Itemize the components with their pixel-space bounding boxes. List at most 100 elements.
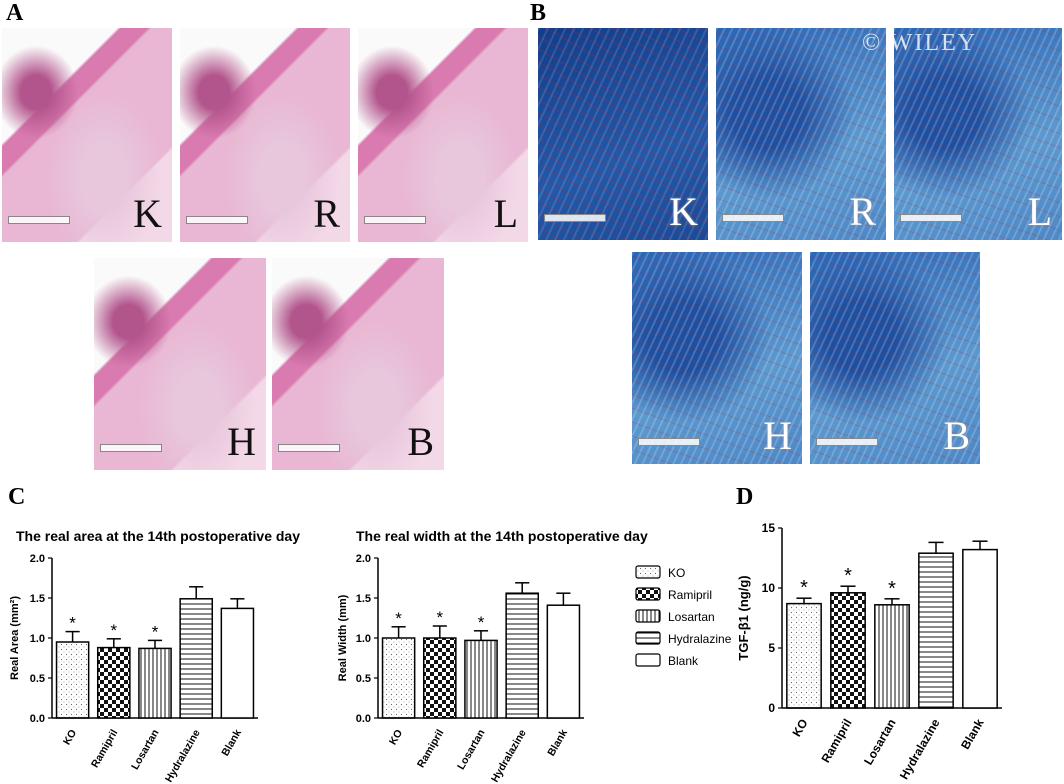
legend-label: Hydralazine (668, 632, 732, 646)
y-tick-label: 2.0 (356, 553, 371, 565)
y-tick-label: 0.0 (30, 713, 45, 725)
image-tag: B (943, 413, 970, 458)
significance-marker: * (110, 621, 117, 640)
scale-bar (544, 214, 606, 222)
y-tick-label: 15 (762, 521, 776, 535)
chart-tgf-beta1: 0 5 10 15 TGF-β1 (ng/g) * KO * Ramipril * Losartan… (736, 521, 1002, 782)
significance-marker: * (69, 614, 76, 633)
chart-title-area: The real area at the 14th postoperative … (16, 528, 300, 544)
image-tag: B (407, 419, 434, 464)
he-image-losartan: L (358, 28, 528, 242)
mt-image-blank: B (810, 252, 980, 464)
image-tag: H (763, 413, 792, 458)
panel-label-b: B (530, 0, 547, 26)
y-tick-label: 5 (768, 641, 775, 655)
x-tick-label: Blank (958, 716, 987, 752)
legend-label: Losartan (668, 610, 715, 624)
y-tick-label: 0.5 (356, 673, 371, 685)
y-tick-label: 0.0 (356, 713, 371, 725)
he-image-blank: B (272, 258, 444, 470)
bar-hydralazine (179, 598, 214, 719)
mt-image-ko: K (538, 28, 708, 240)
bar-losartan (138, 647, 172, 719)
bar-losartan (874, 604, 910, 709)
significance-marker: * (436, 608, 443, 627)
image-tag: K (669, 189, 698, 234)
x-tick-label: KO (387, 728, 405, 748)
legend-swatch (635, 653, 661, 667)
mt-image-hydralazine: H (632, 252, 802, 464)
bar-hydralazine (918, 552, 954, 709)
scale-bar (900, 214, 962, 222)
image-tag: K (133, 191, 162, 236)
legend-label: Blank (668, 654, 699, 668)
chart-real-area: 0.0 0.5 1.0 1.5 2.0 Real Area (mm²) * KO * Ramipr… (9, 553, 258, 784)
scale-bar (186, 216, 248, 224)
bar-hydralazine (505, 592, 540, 719)
y-tick-label: 10 (762, 581, 776, 595)
panel-label-d: D (736, 484, 754, 510)
x-tick-label: KO (61, 728, 79, 748)
legend: KO Ramipril Losartan Hydralazine Blank (634, 562, 744, 680)
y-tick-label: 1.0 (356, 633, 371, 645)
legend-swatch (635, 587, 661, 601)
bar-ramipril (422, 637, 457, 719)
chart-real-width: 0.0 0.5 1.0 1.5 2.0 Real Width (mm) * KO * Ramipr… (337, 553, 584, 784)
legend-swatch (635, 609, 661, 623)
bar-blank (962, 548, 998, 709)
y-tick-label: 1.5 (356, 593, 371, 605)
y-axis-label: Real Width (mm) (337, 594, 349, 681)
bar-blank (546, 604, 581, 719)
bar-losartan (464, 639, 498, 719)
x-tick-label: Losartan (455, 728, 488, 772)
bar-ramipril (830, 592, 866, 709)
panel-label-a: A (6, 0, 24, 26)
y-tick-label: 0 (768, 701, 775, 715)
scale-bar (100, 444, 162, 452)
x-tick-label: Blank (219, 727, 244, 758)
legend-label: Ramipril (668, 588, 712, 602)
significance-marker: * (395, 609, 402, 628)
x-tick-label: Losartan (861, 717, 898, 768)
x-tick-label: Ramipril (818, 717, 854, 766)
x-tick-label: KO (789, 717, 810, 740)
bar-blank (220, 607, 255, 719)
scale-bar (816, 438, 878, 446)
image-tag: R (849, 189, 876, 234)
significance-marker: * (152, 622, 159, 641)
significance-marker: * (800, 577, 808, 599)
scale-bar (364, 216, 426, 224)
y-axis-label: TGF-β1 (ng/g) (736, 575, 751, 660)
he-image-ramipril: R (180, 28, 350, 242)
scale-bar (8, 216, 70, 224)
x-tick-label: Hydralazine (489, 727, 529, 784)
scale-bar (278, 444, 340, 452)
y-tick-label: 2.0 (30, 553, 45, 565)
x-tick-label: Losartan (129, 728, 162, 772)
x-tick-label: Blank (545, 727, 570, 758)
significance-marker: * (844, 565, 852, 587)
panel-label-c: C (8, 484, 26, 510)
he-image-hydralazine: H (94, 258, 266, 470)
y-tick-label: 1.0 (30, 633, 45, 645)
image-tag: H (227, 419, 256, 464)
x-tick-label: Hydralazine (163, 727, 203, 784)
legend-swatch (635, 565, 661, 579)
wiley-watermark: © WILEY (862, 30, 978, 56)
y-axis-label: Real Area (mm²) (9, 596, 21, 680)
mt-image-ramipril: R (716, 28, 886, 240)
mt-image-losartan: L (894, 28, 1062, 240)
legend-swatch (635, 631, 661, 645)
scale-bar (722, 214, 784, 222)
image-tag: L (493, 191, 518, 236)
x-tick-label: Ramipril (89, 727, 120, 769)
he-image-ko: K (2, 28, 172, 242)
scale-bar (638, 438, 700, 446)
chart-title-width: The real width at the 14th postoperative… (356, 528, 648, 544)
bar-ko (786, 602, 822, 709)
bar-ramipril (96, 646, 131, 719)
x-tick-label: Ramipril (415, 727, 446, 769)
image-tag: L (1027, 189, 1052, 234)
bar-ko (381, 637, 416, 719)
legend-label: KO (668, 566, 685, 580)
